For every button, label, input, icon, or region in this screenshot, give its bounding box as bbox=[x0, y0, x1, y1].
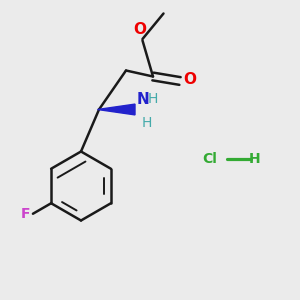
Text: O: O bbox=[183, 72, 196, 87]
Text: O: O bbox=[133, 22, 146, 37]
Text: F: F bbox=[21, 207, 31, 221]
Text: H: H bbox=[249, 152, 261, 166]
Polygon shape bbox=[98, 104, 135, 115]
Text: Cl: Cl bbox=[202, 152, 217, 166]
Text: H: H bbox=[142, 116, 152, 130]
Text: H: H bbox=[148, 92, 158, 106]
Text: N: N bbox=[136, 92, 149, 107]
